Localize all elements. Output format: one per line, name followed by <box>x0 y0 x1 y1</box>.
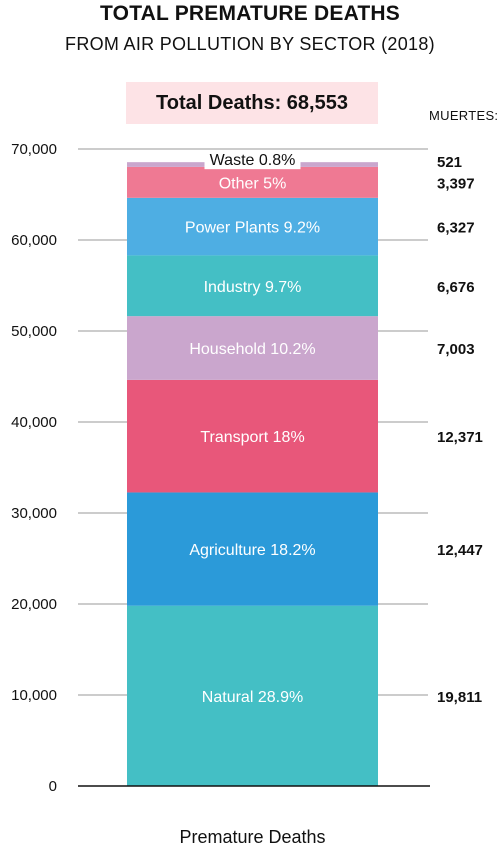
value-label: 19,811 <box>437 689 482 706</box>
y-tick-label: 70,000 <box>11 141 57 158</box>
value-labels: 19,811 12,447 12,371 7,003 6,676 6,327 3,397 52… <box>437 154 483 706</box>
bar-segment-industry <box>127 255 378 317</box>
bar-segment-power-plants <box>127 197 378 256</box>
x-axis-label: Premature Deaths <box>179 827 325 847</box>
value-label: 521 <box>437 154 462 171</box>
y-tick-label: 60,000 <box>11 232 57 249</box>
value-label: 12,371 <box>437 429 483 446</box>
y-tick-label: 40,000 <box>11 414 57 431</box>
chart-subtitle: FROM AIR POLLUTION BY SECTOR (2018) <box>65 34 435 54</box>
segment-label: Power Plants 9.2% <box>185 220 320 237</box>
segment-label: Waste 0.8% <box>210 152 296 169</box>
value-label: 6,676 <box>437 279 475 296</box>
chart-title: TOTAL PREMATURE DEATHS <box>100 2 400 25</box>
value-label: 7,003 <box>437 341 475 358</box>
y-tick-label: 30,000 <box>11 505 57 522</box>
segment-labels: Natural 28.9% Agriculture 18.2% Transport … <box>185 151 320 706</box>
bar-segment-agriculture <box>127 492 378 606</box>
value-label: 3,397 <box>437 175 475 192</box>
segment-label: Other 5% <box>219 175 287 192</box>
segment-label: Agriculture 18.2% <box>189 542 315 559</box>
value-label: 12,447 <box>437 542 483 559</box>
segment-label: Natural 28.9% <box>202 689 303 706</box>
bar-segment-natural <box>127 605 378 786</box>
total-deaths-badge: Total Deaths: 68,553 <box>126 82 378 124</box>
segment-label: Transport 18% <box>200 429 304 446</box>
segment-label-bg <box>204 151 301 170</box>
segment-label: Household 10.2% <box>189 341 315 358</box>
y-tick-label: 20,000 <box>11 596 57 613</box>
segment-label: Industry 9.7% <box>204 279 302 296</box>
bar-segment-household <box>127 316 378 380</box>
y-tick-label: 50,000 <box>11 323 57 340</box>
right-column-header: MUERTES: <box>429 108 499 123</box>
y-tick-label: 0 <box>49 778 57 795</box>
value-label: 6,327 <box>437 220 475 237</box>
bar-segment-transport <box>127 379 378 493</box>
bar-segment-other <box>127 166 378 198</box>
y-tick-label: 10,000 <box>11 687 57 704</box>
y-axis-ticks: 0 10,000 20,000 30,000 40,000 50,000 60,000 70,… <box>11 141 57 795</box>
